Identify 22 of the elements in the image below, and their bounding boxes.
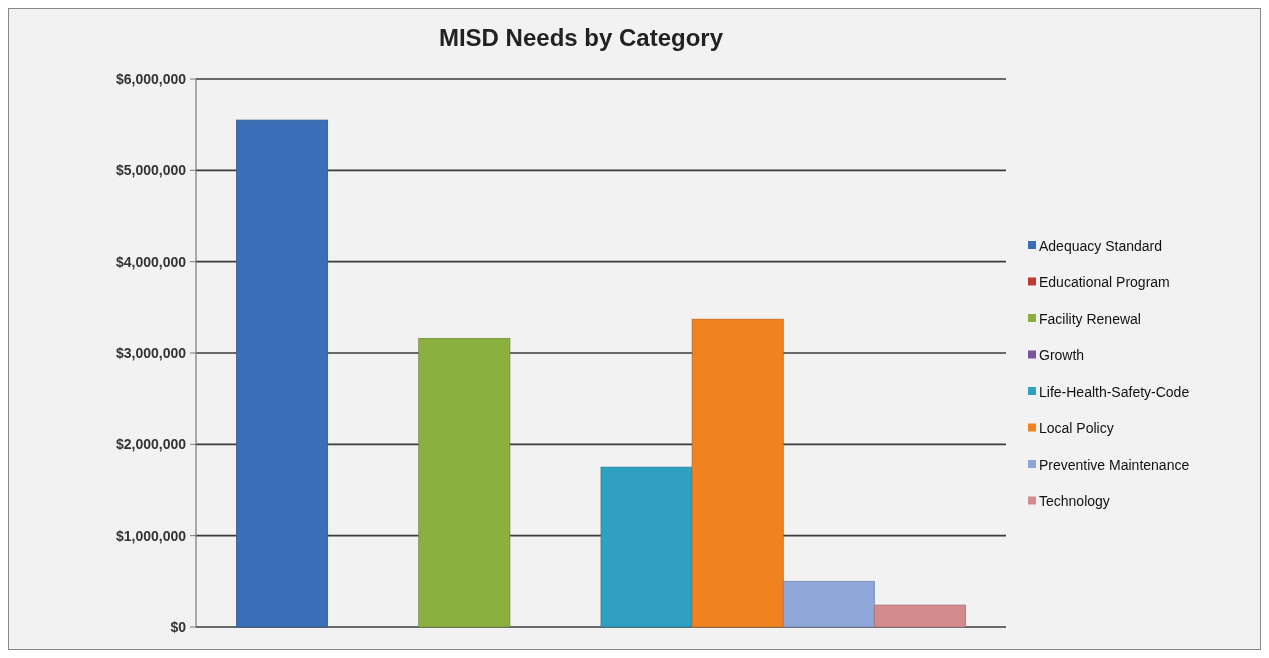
bar — [873, 604, 966, 628]
y-tick-label: $5,000,000 — [115, 162, 187, 179]
legend-label: Facility Renewal — [1039, 310, 1141, 327]
bar — [236, 119, 329, 628]
legend-label: Technology — [1039, 493, 1110, 510]
y-tick-label: $4,000,000 — [115, 253, 187, 270]
legend-label: Adequacy Standard — [1039, 237, 1162, 254]
legend-label: Life-Health-Safety-Code — [1039, 383, 1190, 400]
y-tick-label: $3,000,000 — [115, 344, 187, 361]
y-tick-label: $6,000,000 — [115, 70, 187, 87]
legend-label: Preventive Maintenance — [1039, 456, 1190, 473]
legend-label: Growth — [1039, 347, 1085, 364]
y-tick-label: $1,000,000 — [115, 527, 187, 544]
bar — [600, 466, 693, 628]
y-tick-label: $2,000,000 — [115, 436, 187, 453]
y-tick-label: $0 — [170, 618, 187, 635]
legend-label: Educational Program — [1039, 274, 1170, 291]
chart-title: MISD Needs by Category — [438, 24, 724, 51]
legend-label: Local Policy — [1039, 420, 1114, 437]
bar — [782, 580, 875, 628]
bar — [691, 318, 784, 628]
bar — [418, 337, 511, 628]
